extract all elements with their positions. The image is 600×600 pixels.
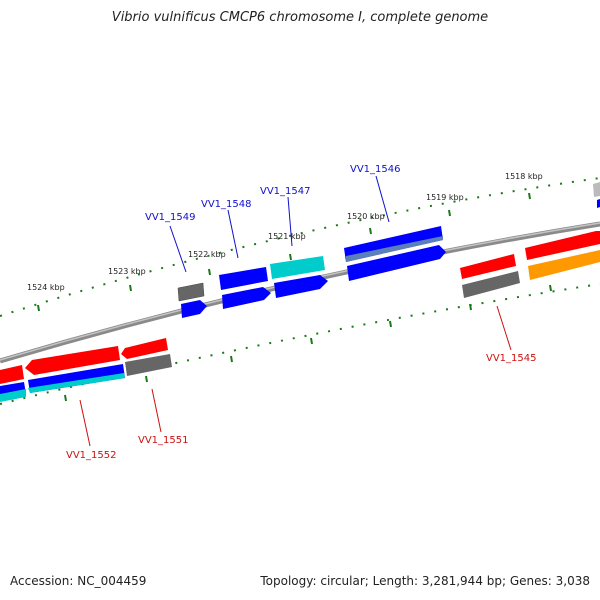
- gene-vv1-1551-a[interactable]: [121, 338, 168, 359]
- gene-vv1-1552-a[interactable]: [25, 346, 120, 375]
- gene-label-vv1-1552[interactable]: VV1_1552: [66, 450, 117, 461]
- kbp-label-1519: 1519 kbp: [426, 193, 464, 202]
- gene-orange-right[interactable]: [528, 250, 600, 280]
- kbp-label-1518: 1518 kbp: [505, 172, 543, 181]
- inner-major-ticks: [64, 284, 552, 402]
- gene-vv1-1552-shade: [28, 373, 125, 393]
- gene-vv1-1549-a[interactable]: [177, 282, 205, 302]
- gene-label-vv1-1546[interactable]: VV1_1546: [350, 164, 401, 175]
- accession-label: Accession: NC_004459: [10, 574, 147, 588]
- label-leaders: [79, 175, 512, 447]
- reverse-genes: [0, 271, 520, 402]
- forward-genes: [177, 182, 600, 318]
- gene-vv1-1548-a[interactable]: [219, 267, 268, 290]
- inner-tick-track: [0, 283, 600, 405]
- gene-label-vv1-1549[interactable]: VV1_1549: [145, 212, 196, 223]
- gene-vv1-1546-b[interactable]: [347, 245, 446, 281]
- outer-major-ticks: [37, 192, 531, 312]
- gene-label-vv1-1548[interactable]: VV1_1548: [201, 199, 252, 210]
- gene-vv1-1548-b[interactable]: [222, 287, 271, 309]
- gene-vv1-1549-b[interactable]: [181, 300, 207, 318]
- kbp-label-1524: 1524 kbp: [27, 283, 65, 292]
- gene-label-vv1-1551[interactable]: VV1_1551: [138, 435, 189, 446]
- outer-tick-track: [0, 177, 600, 317]
- gene-cyan-left: [0, 389, 26, 402]
- gene-gray-edge: [593, 182, 600, 197]
- gene-blue-edge: [597, 199, 600, 208]
- kbp-label-1520: 1520 kbp: [347, 212, 385, 221]
- gene-vv1-1546-shade: [346, 236, 443, 262]
- gene-vv1-1547-a[interactable]: [270, 256, 325, 279]
- kbp-label-1523: 1523 kbp: [108, 267, 146, 276]
- gene-red-right-a[interactable]: [460, 254, 516, 279]
- gene-vv1-1547-b[interactable]: [274, 275, 328, 298]
- gene-red-left-a[interactable]: [0, 365, 24, 384]
- genome-summary-label: Topology: circular; Length: 3,281,944 bp…: [260, 574, 590, 588]
- map-title: Vibrio vulnificus CMCP6 chromosome I, co…: [111, 10, 489, 25]
- gene-vv1-1551-b[interactable]: [125, 354, 172, 376]
- kbp-label-1521: 1521 kbp: [268, 232, 306, 241]
- gene-vv1-1545[interactable]: [462, 271, 520, 298]
- gene-label-vv1-1547[interactable]: VV1_1547: [260, 186, 311, 197]
- gene-label-vv1-1545[interactable]: VV1_1545: [486, 353, 537, 364]
- kbp-label-1522: 1522 kbp: [188, 250, 226, 259]
- gene-red-right-b[interactable]: [525, 231, 600, 260]
